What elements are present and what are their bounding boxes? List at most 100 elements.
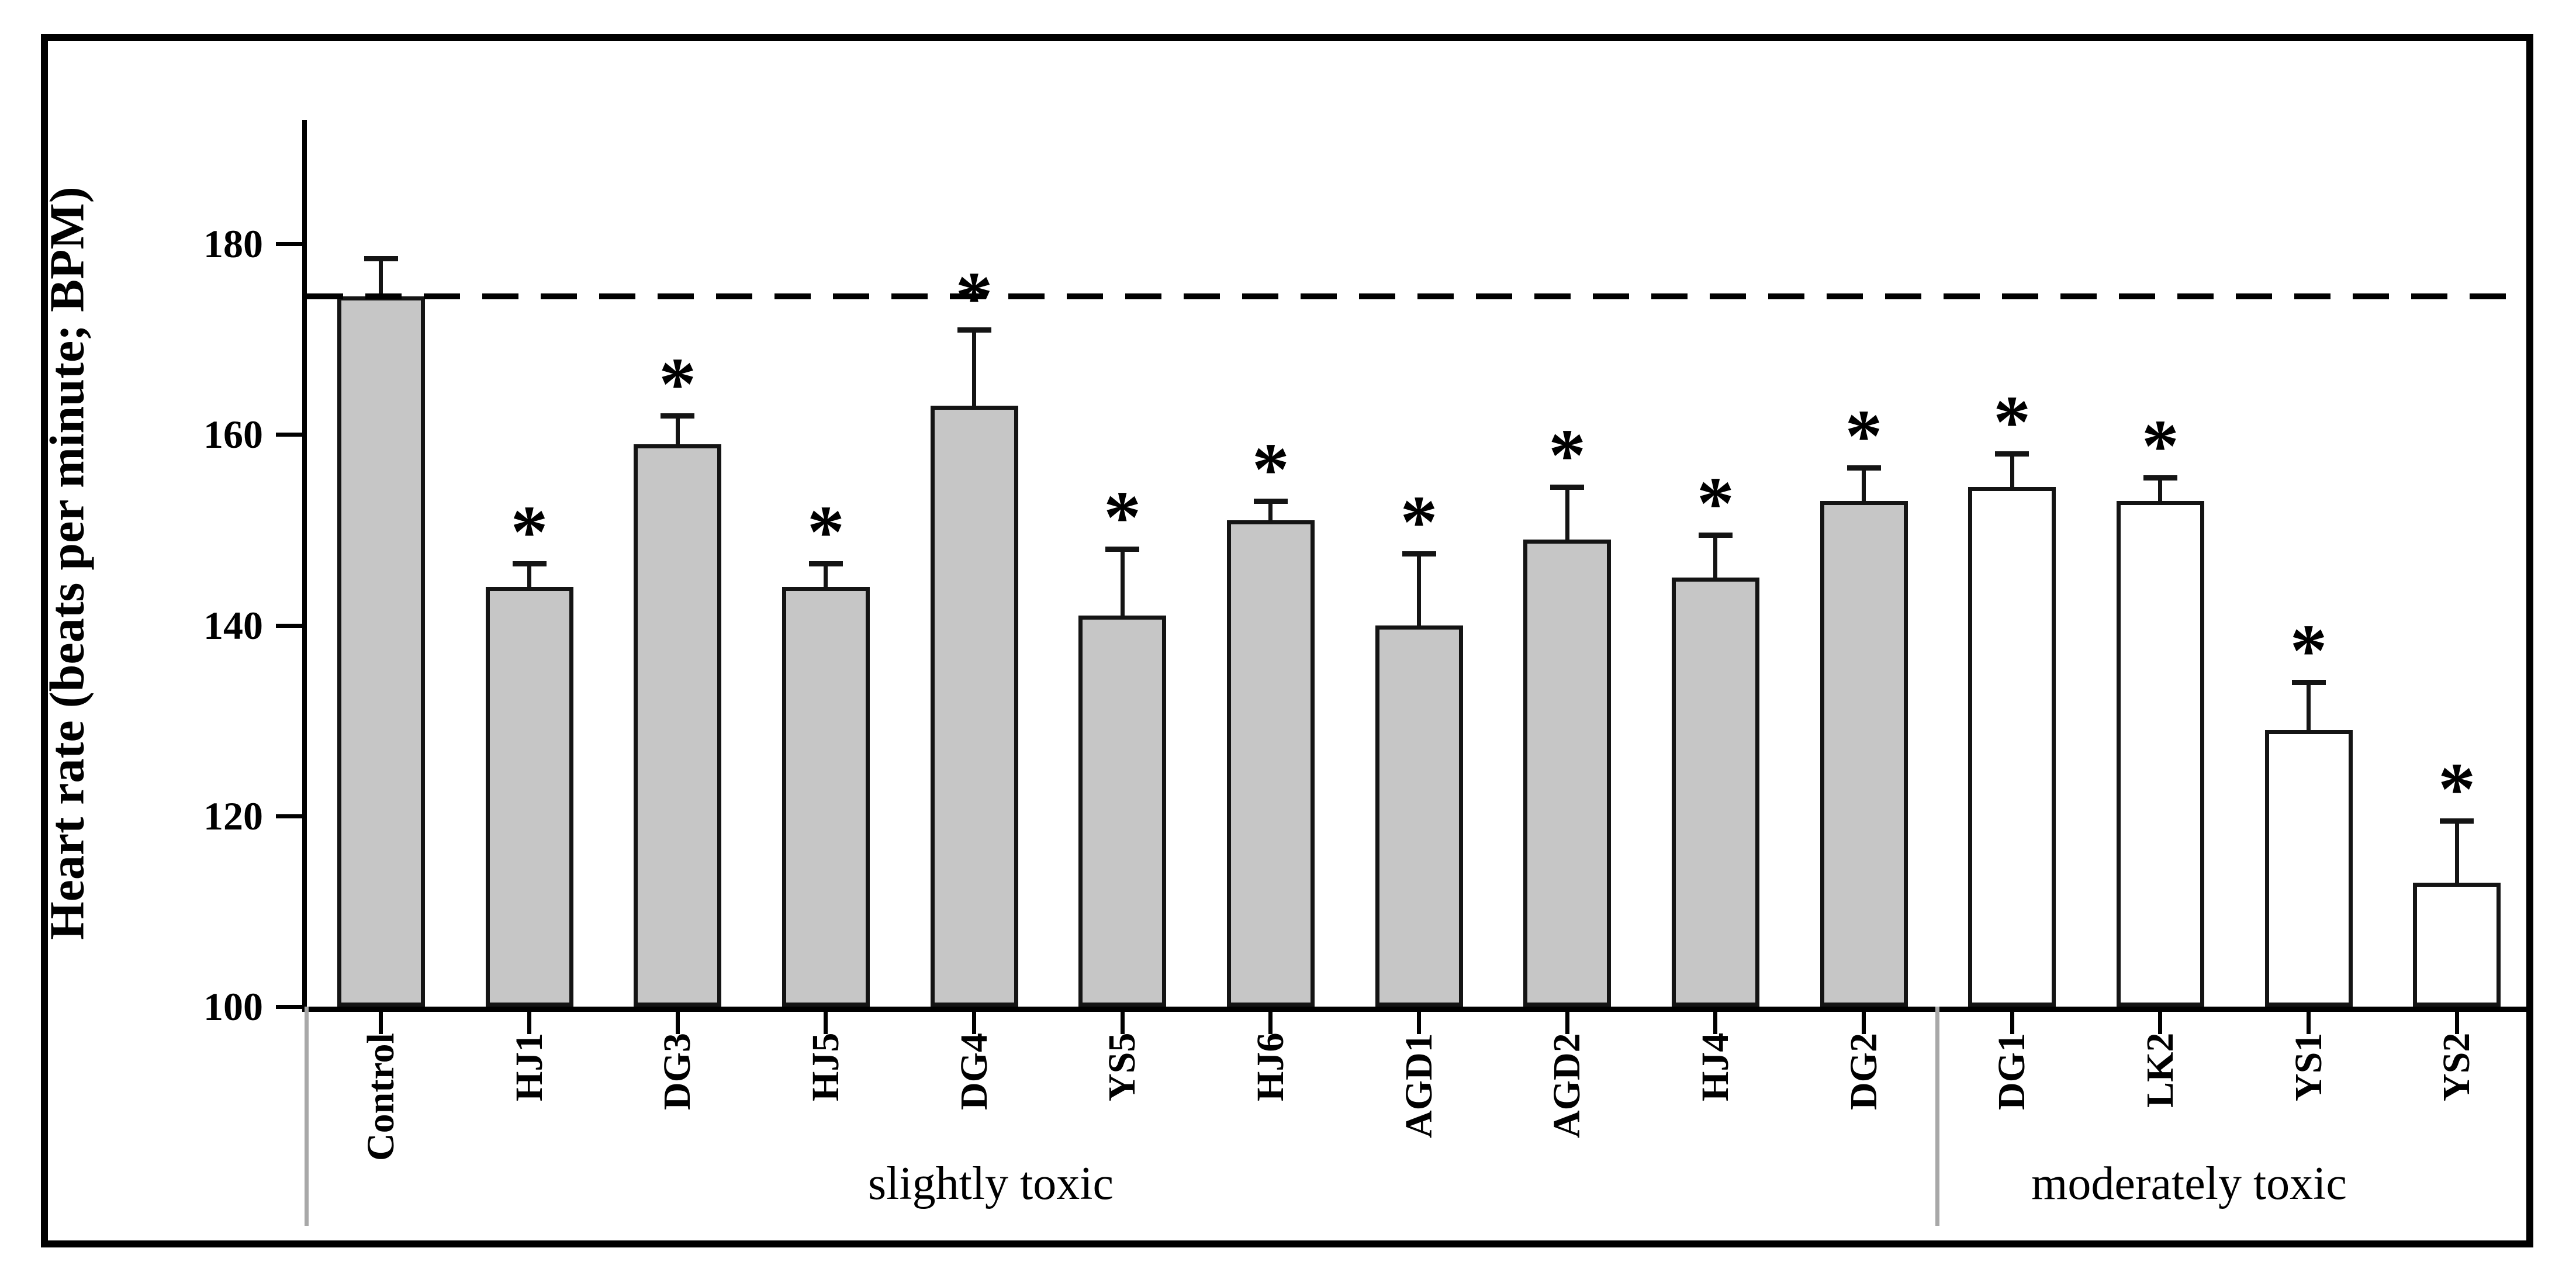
significance-asterisk: * xyxy=(1104,476,1142,559)
error-bar-line xyxy=(675,415,680,444)
significance-asterisk: * xyxy=(1548,414,1586,497)
x-tick xyxy=(2010,1007,2014,1034)
error-bar-line xyxy=(2010,453,2014,487)
error-bar-cap xyxy=(1698,532,1733,538)
error-bar-line xyxy=(527,563,531,587)
significance-asterisk: * xyxy=(510,490,548,573)
error-bar-cap xyxy=(364,255,398,261)
bar xyxy=(1820,501,1908,1007)
bar xyxy=(485,587,573,1007)
category-label: HJ1 xyxy=(507,1032,551,1101)
category-label: DG2 xyxy=(1842,1033,1885,1110)
error-bar-cap xyxy=(808,561,843,566)
x-tick xyxy=(1120,1007,1125,1034)
x-tick xyxy=(1417,1007,1421,1034)
x-tick xyxy=(2307,1007,2311,1034)
significance-asterisk: * xyxy=(659,342,697,426)
bar xyxy=(1968,487,2056,1007)
error-bar-line xyxy=(824,563,828,587)
error-bar-cap xyxy=(661,413,695,419)
error-bar-line xyxy=(379,258,383,296)
error-bar-cap xyxy=(1995,451,2029,457)
y-tick-label: 100 xyxy=(203,984,263,1029)
error-bar-cap xyxy=(2440,818,2474,824)
x-tick xyxy=(824,1007,828,1034)
bar xyxy=(2264,730,2353,1007)
y-tick xyxy=(276,623,302,628)
y-tick-label: 160 xyxy=(203,412,263,457)
error-bar-line xyxy=(2158,477,2163,502)
significance-asterisk: * xyxy=(1993,380,2031,464)
y-tick xyxy=(276,433,302,437)
significance-asterisk: * xyxy=(2141,404,2179,488)
bar xyxy=(1523,539,1612,1007)
y-tick-label: 120 xyxy=(203,793,263,838)
error-bar-line xyxy=(2454,820,2459,883)
category-label: HJ4 xyxy=(1693,1032,1737,1101)
plot-area: slightly toxic moderately toxic 100 120 14… xyxy=(203,120,2531,1226)
bar xyxy=(337,296,425,1007)
x-tick xyxy=(972,1007,976,1034)
category-label: DG4 xyxy=(952,1033,995,1110)
group-separator xyxy=(1935,1007,1940,1226)
bar xyxy=(1078,616,1167,1007)
x-tick xyxy=(379,1007,383,1034)
error-bar-line xyxy=(1862,468,1866,502)
bar xyxy=(2116,501,2204,1007)
y-tick xyxy=(276,1005,302,1009)
bar xyxy=(1226,520,1315,1007)
category-label: LK2 xyxy=(2138,1032,2181,1108)
x-tick xyxy=(675,1007,680,1034)
x-tick xyxy=(1713,1007,1718,1034)
error-bar-line xyxy=(1417,554,1421,625)
significance-asterisk: * xyxy=(1251,428,1289,511)
error-bar-cap xyxy=(1847,465,1881,471)
significance-asterisk: * xyxy=(807,490,845,573)
category-label: HJ5 xyxy=(804,1032,847,1101)
y-tick xyxy=(276,814,302,818)
category-label: YS2 xyxy=(2435,1032,2478,1101)
error-bar-line xyxy=(2307,682,2311,730)
category-label: DG3 xyxy=(656,1033,699,1110)
category-label: AGD2 xyxy=(1545,1033,1589,1138)
bar xyxy=(1375,625,1463,1007)
bar xyxy=(1671,577,1759,1007)
error-bar-cap xyxy=(1253,499,1288,504)
y-tick-label: 180 xyxy=(203,222,263,267)
chart-frame xyxy=(41,34,2533,1247)
error-bar-line xyxy=(1120,549,1125,616)
category-label: YS1 xyxy=(2287,1032,2330,1101)
category-label: DG1 xyxy=(1990,1033,2034,1110)
error-bar-line xyxy=(1268,501,1273,521)
error-bar-cap xyxy=(512,561,547,566)
x-tick xyxy=(2158,1007,2163,1034)
y-tick xyxy=(276,242,302,247)
group-label-moderately-toxic: moderately toxic xyxy=(2031,1158,2347,1209)
category-label: Control xyxy=(359,1033,402,1161)
bar xyxy=(2413,882,2501,1007)
category-label: AGD1 xyxy=(1397,1033,1440,1138)
error-bar-cap xyxy=(2291,680,2326,686)
category-label: HJ6 xyxy=(1249,1032,1292,1101)
significance-asterisk: * xyxy=(1400,481,1438,564)
x-tick xyxy=(527,1007,531,1034)
x-tick xyxy=(1862,1007,1866,1034)
bar xyxy=(930,406,1018,1007)
error-bar-cap xyxy=(1402,551,1436,557)
group-label-slightly-toxic: slightly toxic xyxy=(868,1158,1114,1209)
x-tick xyxy=(2454,1007,2459,1034)
significance-asterisk: * xyxy=(1845,395,1883,478)
y-axis-title-wrap: Heart rate (beats per minute; BPM) xyxy=(23,120,111,1007)
error-bar-cap xyxy=(2143,475,2177,481)
group-separator xyxy=(305,1007,309,1226)
error-bar-line xyxy=(1713,534,1718,578)
error-bar-cap xyxy=(1550,485,1585,490)
bar xyxy=(634,444,722,1007)
x-tick xyxy=(1565,1007,1569,1034)
significance-asterisk: * xyxy=(2290,609,2328,693)
error-bar-cap xyxy=(957,327,991,333)
significance-asterisk: * xyxy=(2438,747,2476,831)
y-axis-title: Heart rate (beats per minute; BPM) xyxy=(40,186,95,940)
x-tick xyxy=(1268,1007,1273,1034)
